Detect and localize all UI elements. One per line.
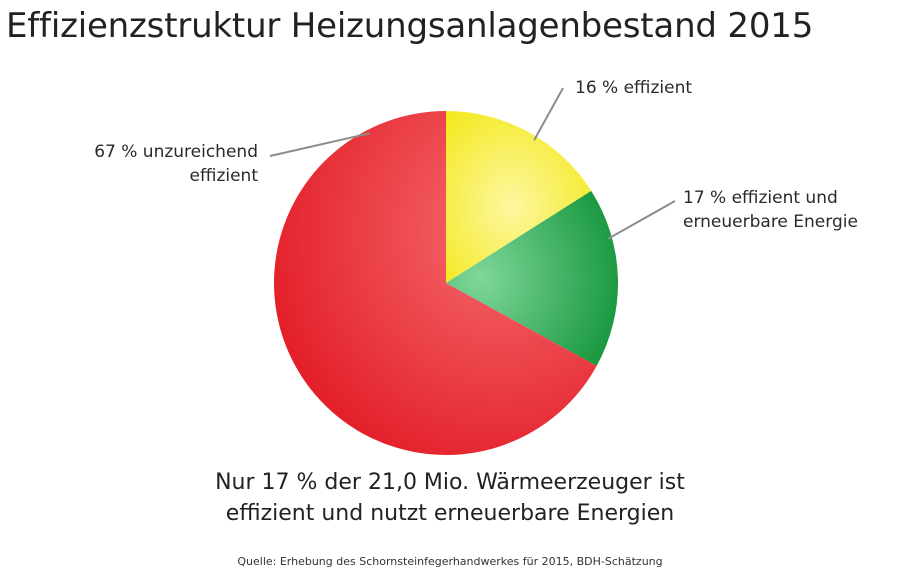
pie-slice-effizient_ee xyxy=(446,190,618,366)
chart-title: Effizienzstruktur Heizungsanlagenbestand… xyxy=(6,6,814,46)
summary-text: Nur 17 % der 21,0 Mio. Wärmeerzeuger ist… xyxy=(215,470,685,526)
pie-slice-unzureichend xyxy=(274,111,597,455)
slice-label-effizient: 16 % effizient xyxy=(575,78,693,98)
pie-slice-effizient xyxy=(446,111,592,283)
slice-label-unzureichend: 67 % unzureichend effizient xyxy=(94,142,258,186)
leader-line-effizient_ee xyxy=(607,200,676,240)
leader-line-unzureichend xyxy=(269,132,370,157)
source-note: Quelle: Erhebung des Schornsteinfegerhan… xyxy=(237,555,663,568)
leader-line-effizient xyxy=(533,87,564,141)
slice-label-effizient-ee: 17 % effizient und erneuerbare Energie xyxy=(683,188,858,232)
